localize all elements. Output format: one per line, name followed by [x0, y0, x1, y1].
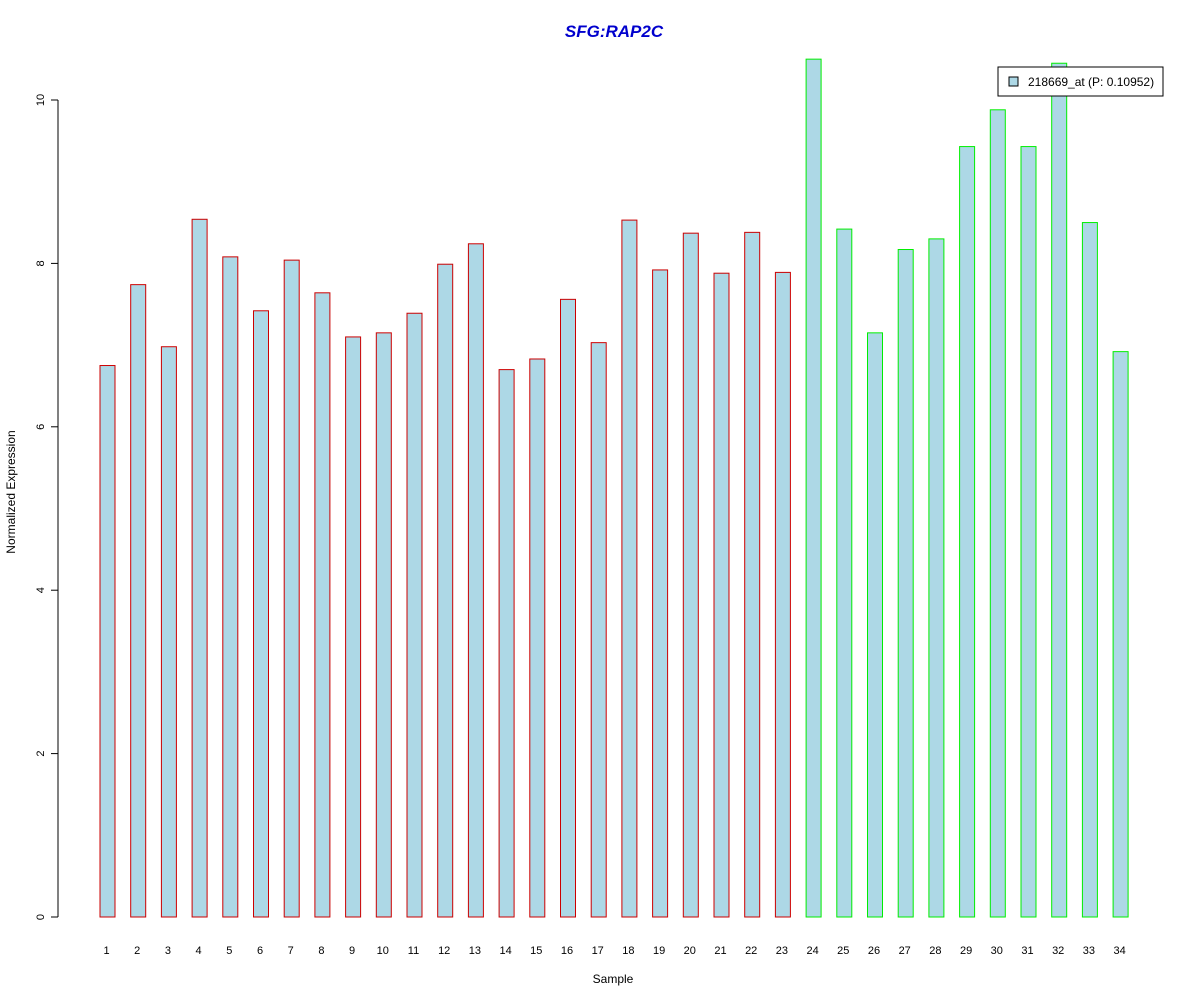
- bar-sample-23: [774, 271, 791, 918]
- x-tick-label: 27: [899, 945, 911, 957]
- x-tick-labels: 1 2 3 4 5 6 7 8 9 10 11 12 13 14 15 16 17 18 19 20 21 22 23 24 2…: [103, 945, 1125, 957]
- bar-sample-11: [406, 312, 423, 918]
- x-tick-label: 2: [134, 945, 140, 957]
- legend-label: 218669_at (P: 0.10952): [1028, 75, 1154, 89]
- x-tick-label: 8: [318, 945, 324, 957]
- x-tick-label: 12: [438, 945, 450, 957]
- bar-sample-19: [652, 269, 669, 918]
- y-tick-label: 2: [35, 751, 47, 757]
- bar-sample-15: [529, 358, 546, 918]
- bar-sample-25: [836, 228, 853, 918]
- x-tick-label: 28: [929, 945, 941, 957]
- y-tick-label: 6: [35, 424, 47, 430]
- bar-sample-8: [314, 292, 331, 918]
- x-tick-label: 5: [226, 945, 232, 957]
- legend-swatch: [1008, 76, 1019, 87]
- bar-sample-27: [897, 249, 914, 918]
- bar-sample-34: [1112, 351, 1129, 918]
- y-tick-label: 0: [35, 914, 47, 920]
- bar-sample-20: [682, 232, 699, 918]
- bar-sample-24: [805, 58, 822, 918]
- bar-sample-3: [160, 346, 177, 918]
- x-tick-label: 1: [103, 945, 109, 957]
- bars-group: [99, 58, 1129, 918]
- legend: 218669_at (P: 0.10952): [997, 66, 1164, 97]
- legend-box: [997, 66, 1164, 97]
- x-tick-label: 32: [1052, 945, 1064, 957]
- bar-sample-30: [989, 109, 1006, 918]
- bar-sample-14: [498, 369, 515, 918]
- x-tick-label: 3: [165, 945, 171, 957]
- x-tick-label: 18: [622, 945, 634, 957]
- bar-sample-5: [222, 256, 239, 918]
- bar-sample-22: [744, 231, 761, 918]
- y-axis: 0 2 4 6 8 10: [35, 94, 59, 920]
- x-tick-label: 6: [257, 945, 263, 957]
- x-axis-label: Sample: [593, 972, 634, 986]
- x-tick-label: 21: [714, 945, 726, 957]
- x-tick-label: 22: [745, 945, 757, 957]
- x-tick-label: 19: [653, 945, 665, 957]
- x-tick-label: 17: [592, 945, 604, 957]
- bar-sample-4: [191, 218, 208, 918]
- bar-sample-21: [713, 272, 730, 918]
- y-axis-label: Normalized Expression: [4, 430, 18, 553]
- bar-sample-1: [99, 365, 116, 918]
- x-tick-label: 30: [991, 945, 1003, 957]
- x-tick-label: 31: [1021, 945, 1033, 957]
- bar-sample-9: [345, 336, 362, 918]
- x-tick-label: 7: [288, 945, 294, 957]
- x-tick-label: 14: [499, 945, 511, 957]
- x-tick-label: 26: [868, 945, 880, 957]
- bar-sample-18: [621, 219, 638, 918]
- x-tick-label: 25: [837, 945, 849, 957]
- bar-sample-6: [253, 310, 269, 918]
- x-tick-label: 23: [776, 945, 788, 957]
- x-tick-label: 33: [1083, 945, 1095, 957]
- bar-sample-10: [375, 332, 392, 918]
- bar-sample-26: [867, 332, 883, 918]
- bar-sample-13: [467, 243, 484, 918]
- bar-sample-7: [283, 259, 300, 918]
- y-tick-label: 4: [35, 587, 47, 593]
- x-tick-label: 24: [806, 945, 818, 957]
- y-tick-label: 8: [35, 260, 47, 266]
- x-tick-label: 20: [684, 945, 696, 957]
- bar-sample-16: [560, 298, 576, 918]
- bar-sample-31: [1020, 146, 1037, 918]
- bar-sample-12: [437, 263, 454, 918]
- x-tick-label: 9: [349, 945, 355, 957]
- x-tick-label: 16: [561, 945, 573, 957]
- x-tick-label: 29: [960, 945, 972, 957]
- bar-sample-29: [959, 146, 976, 918]
- bar-sample-2: [130, 284, 147, 918]
- x-tick-label: 13: [469, 945, 481, 957]
- x-tick-label: 15: [530, 945, 542, 957]
- x-tick-label: 34: [1113, 945, 1125, 957]
- bar-sample-17: [590, 342, 607, 918]
- chart-title: SFG:RAP2C: [565, 22, 664, 41]
- bar-sample-33: [1081, 222, 1098, 918]
- x-tick-label: 10: [377, 945, 389, 957]
- y-tick-label: 10: [35, 94, 47, 106]
- x-tick-label: 11: [408, 945, 419, 957]
- x-tick-label: 4: [196, 945, 202, 957]
- bar-sample-32: [1051, 62, 1068, 918]
- bar-sample-28: [928, 238, 945, 918]
